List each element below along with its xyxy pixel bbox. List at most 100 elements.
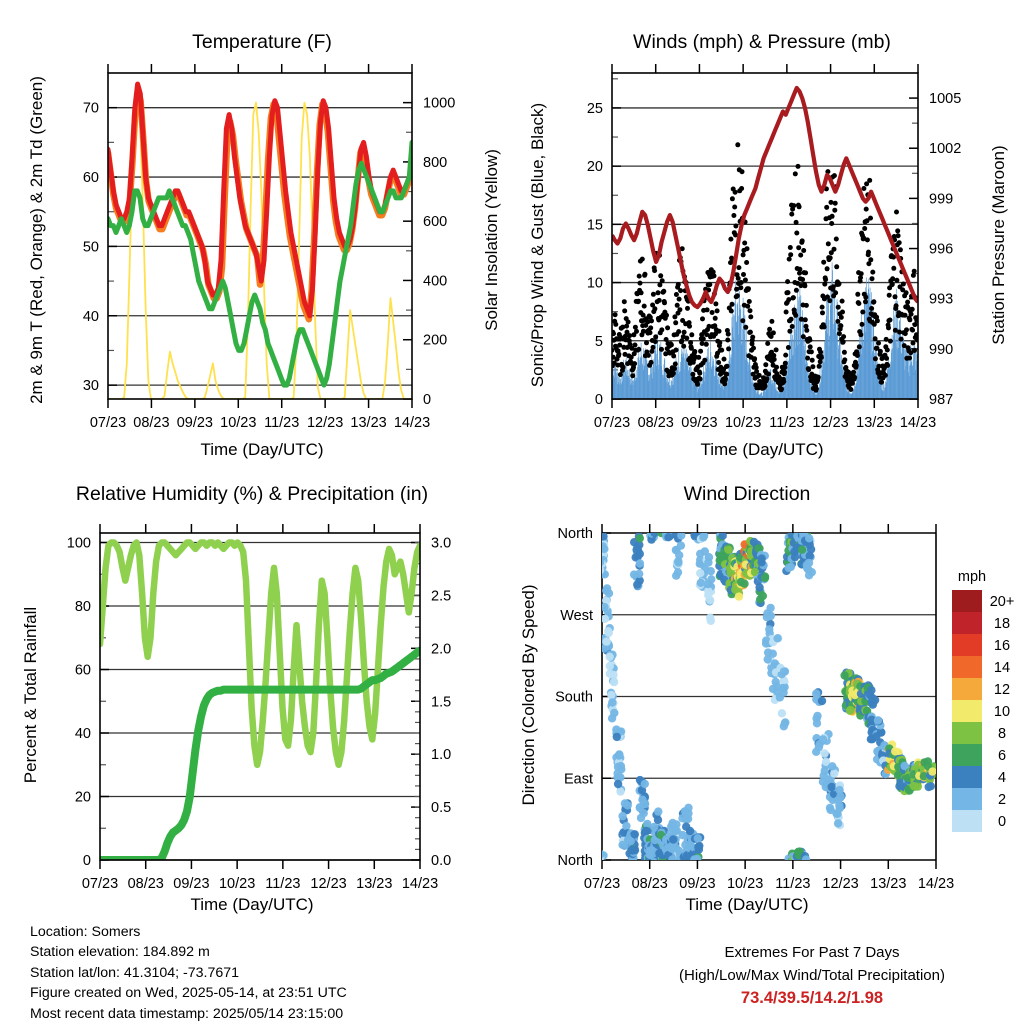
extremes-heading: Extremes For Past 7 Days bbox=[724, 944, 900, 961]
gust-point bbox=[798, 316, 804, 322]
gust-point bbox=[689, 332, 695, 338]
gust-point bbox=[774, 364, 779, 370]
colorbar-tick-label: 10 bbox=[994, 704, 1010, 720]
gust-point bbox=[773, 347, 779, 353]
gust-point bbox=[877, 348, 883, 354]
gust-point bbox=[648, 325, 654, 331]
colorbar-tick-label: 18 bbox=[994, 616, 1010, 632]
gust-point bbox=[788, 316, 794, 322]
gust-point bbox=[748, 314, 754, 320]
colorbar-swatch bbox=[952, 810, 982, 832]
gust-point bbox=[779, 386, 784, 392]
gust-point bbox=[716, 328, 722, 334]
gust-point bbox=[907, 355, 913, 361]
temperature-plot-area: 30 40 50 60 70 0 200 400 600 800 1000 07/23 08/23 09/… bbox=[83, 64, 455, 431]
direction-xtick: 14/23 bbox=[918, 876, 954, 892]
gust-point bbox=[645, 352, 651, 358]
gust-point bbox=[656, 297, 662, 303]
gust-point bbox=[891, 265, 897, 271]
humidity-ytick-right: 0.0 bbox=[431, 853, 451, 869]
humidity-xtick: 10/23 bbox=[219, 876, 255, 892]
gust-point bbox=[697, 370, 703, 376]
gust-point bbox=[836, 331, 842, 337]
plot-frame bbox=[99, 532, 421, 861]
wind-direction-point bbox=[635, 559, 645, 568]
humidity-ytick-left: 40 bbox=[75, 726, 91, 742]
gust-point bbox=[863, 294, 869, 300]
gust-point bbox=[636, 273, 642, 279]
gust-point bbox=[911, 268, 917, 274]
gust-point bbox=[794, 230, 800, 236]
gust-point bbox=[797, 270, 802, 276]
temperature-xtick: 11/23 bbox=[264, 415, 299, 431]
wind-direction-point bbox=[827, 782, 836, 792]
gust-point bbox=[663, 337, 669, 342]
gust-point bbox=[703, 341, 709, 347]
gust-point bbox=[803, 270, 809, 276]
wind-direction-point bbox=[629, 570, 639, 579]
colorbar-tick-label: 2 bbox=[998, 792, 1006, 808]
winds-xtick: 09/23 bbox=[681, 415, 717, 431]
gust-point bbox=[840, 339, 846, 345]
wind-direction-point bbox=[669, 835, 678, 844]
gust-point bbox=[630, 373, 636, 379]
wind-direction-point bbox=[835, 785, 844, 795]
gust-point bbox=[898, 336, 904, 342]
wind-direction-point bbox=[771, 677, 780, 687]
colorbar-swatch bbox=[952, 590, 982, 612]
gust-point bbox=[796, 245, 802, 251]
wind-direction-point bbox=[637, 786, 647, 795]
humidity-ytick-right: 1.5 bbox=[431, 694, 451, 710]
gust-point bbox=[733, 232, 738, 238]
gust-point bbox=[628, 354, 634, 360]
gust-point bbox=[712, 323, 718, 329]
gust-point bbox=[744, 246, 750, 252]
wind-direction-point bbox=[638, 795, 647, 804]
gust-point bbox=[649, 318, 654, 324]
winds-ytick-right: 1005 bbox=[929, 91, 961, 107]
gust-point bbox=[729, 196, 735, 202]
direction-ylabel-left: Direction (Colored By Speed) bbox=[519, 584, 538, 805]
winds-xtick: 12/23 bbox=[812, 415, 848, 431]
pressure-line bbox=[612, 85, 918, 310]
gust-point bbox=[807, 344, 813, 350]
footer-created: Figure created on Wed, 2025-05-14, at 23… bbox=[30, 985, 347, 1002]
colorbar-tick-label: 8 bbox=[998, 726, 1006, 742]
gust-point bbox=[612, 312, 618, 318]
gust-point bbox=[617, 342, 623, 348]
gust-point bbox=[803, 323, 809, 329]
wind-direction-point bbox=[804, 558, 814, 568]
wind-direction-point bbox=[699, 533, 708, 542]
gust-point bbox=[862, 226, 868, 231]
footer-recent-timestamp: Most recent data timestamp: 2025/05/14 2… bbox=[30, 1005, 344, 1022]
gust-point bbox=[754, 369, 760, 374]
gust-point bbox=[787, 245, 793, 250]
wind-direction-point bbox=[833, 796, 842, 805]
gust-point bbox=[752, 356, 758, 362]
gust-point bbox=[676, 329, 682, 335]
wind-direction-point bbox=[604, 627, 613, 636]
gust-point bbox=[698, 348, 704, 354]
gust-point bbox=[636, 298, 641, 304]
gust-point bbox=[673, 347, 679, 353]
gust-point bbox=[721, 356, 727, 362]
gust-point bbox=[870, 269, 876, 275]
gust-point bbox=[640, 328, 646, 334]
gust-point bbox=[872, 356, 878, 362]
temperature-xtick: 13/23 bbox=[350, 415, 386, 431]
wind-direction-point bbox=[812, 719, 822, 728]
gust-point bbox=[724, 371, 730, 377]
temperature-ylabel-right: Solar Insolation (Yellow) bbox=[482, 149, 501, 331]
gust-point bbox=[615, 362, 621, 368]
winds-panel: Winds (mph) & Pressure (mb) Sonic/Prop W… bbox=[512, 0, 1024, 470]
gust-point bbox=[717, 340, 723, 346]
gust-point bbox=[832, 207, 838, 213]
gust-point bbox=[622, 308, 628, 314]
temperature-ytick-right: 0 bbox=[423, 392, 431, 408]
gust-point bbox=[792, 171, 798, 177]
gust-point bbox=[788, 252, 794, 258]
gust-point bbox=[692, 349, 698, 354]
gust-point bbox=[791, 203, 797, 209]
station-info-footer: Location: Somers Station elevation: 184.… bbox=[30, 922, 347, 1024]
wind-direction-point bbox=[867, 715, 876, 724]
